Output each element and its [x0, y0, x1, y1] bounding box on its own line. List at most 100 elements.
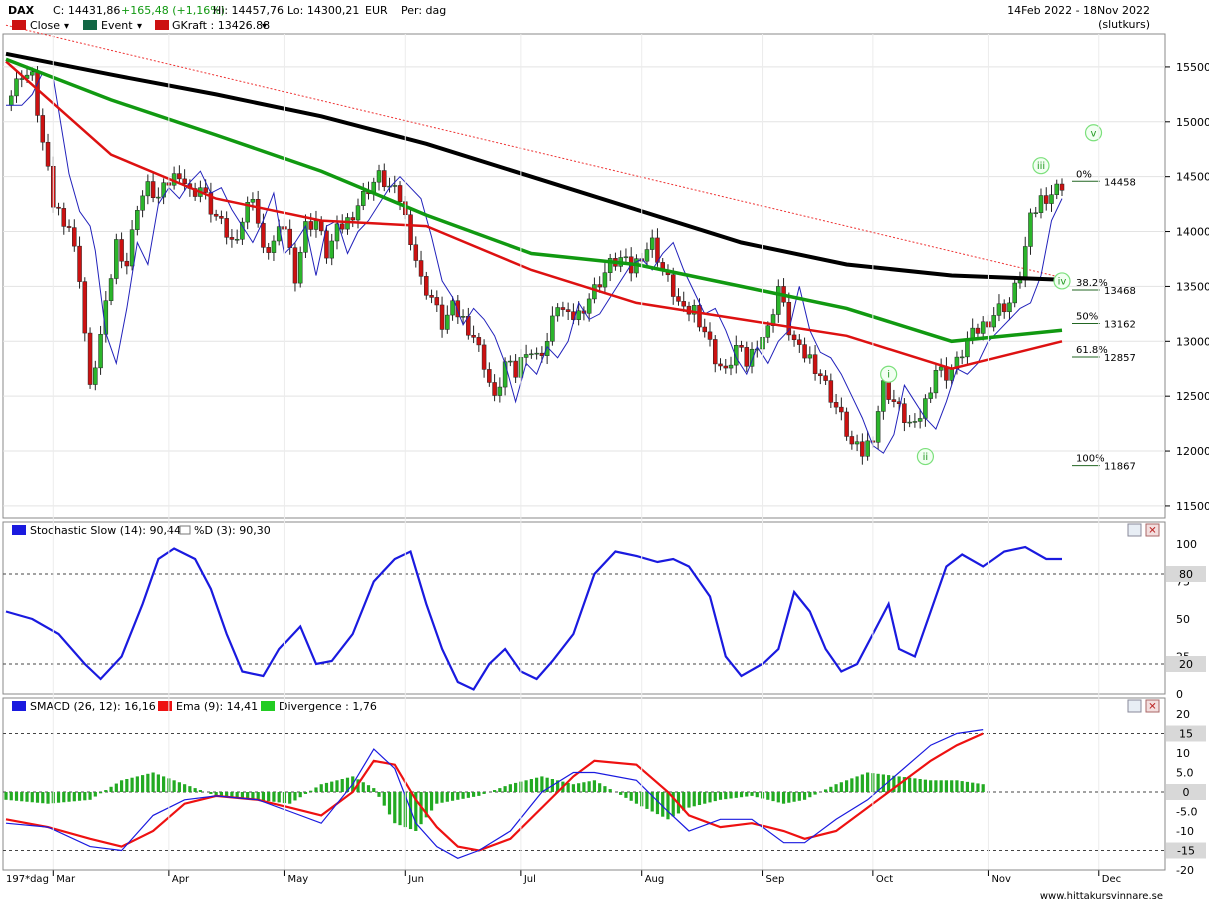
legend-event-dropdown-icon[interactable]: ▾ — [137, 21, 142, 32]
candle-body — [476, 337, 482, 346]
candle-body — [513, 360, 518, 378]
price-tick-label: 13000 — [1176, 335, 1209, 348]
macd-hist-bar — [981, 784, 985, 792]
price-content: 0% 14458 38.2%13468 50% 13162 61.8%12857 100%1… — [5, 24, 1136, 473]
price-y-axis: 11500 12000 12500 13000 13500 14000 14500 15000… — [1165, 61, 1209, 513]
candle-body — [1043, 195, 1049, 204]
candle-body — [98, 334, 103, 369]
legend-event: Event — [101, 19, 133, 32]
macd-hist-bar — [314, 787, 318, 792]
macd-hist-bar — [366, 785, 371, 792]
candle-body — [917, 418, 923, 422]
macd-hist-bar — [944, 780, 949, 792]
legend-gkraft-dropdown-icon[interactable]: ▾ — [262, 21, 267, 32]
candle-body — [550, 315, 555, 342]
candle-body — [765, 325, 771, 338]
fib-value: 14458 — [1104, 177, 1136, 188]
macd-level-box — [1166, 725, 1206, 742]
candle-body — [497, 386, 503, 396]
macd-hist-bar — [25, 792, 29, 802]
price-tick-label: 11500 — [1176, 500, 1209, 513]
macd-hist-bar — [393, 792, 397, 824]
macd-hist-bar — [566, 782, 570, 792]
macd-hist-bar — [303, 792, 308, 794]
wave-label: iv — [1058, 276, 1067, 287]
candle-body — [292, 247, 298, 284]
wave-circle — [1084, 124, 1103, 142]
macd-hist-bar — [98, 792, 103, 794]
macd-tick-label: -5.0 — [1176, 806, 1197, 819]
macd-hist-bar — [771, 792, 775, 802]
candle-body — [718, 363, 723, 367]
candle-body — [681, 301, 686, 307]
fib-value: 12857 — [1104, 353, 1136, 364]
ma100-line — [5, 57, 1063, 344]
candle-body — [150, 181, 156, 198]
stoch-level-label: 20 — [1179, 658, 1193, 671]
macd-hist-bar — [30, 792, 34, 803]
macd-hist-bar — [340, 779, 344, 792]
candle-body — [1054, 183, 1059, 195]
candle-body — [361, 191, 366, 206]
macd-hist-bar — [46, 792, 50, 804]
macd-hist-bar — [119, 780, 124, 792]
month-label: May — [287, 874, 308, 885]
macd-hist-bar — [708, 792, 712, 803]
candle-body — [481, 344, 487, 370]
macd-hist-bar — [655, 792, 660, 815]
candle-body — [607, 258, 613, 273]
candle-body — [723, 365, 729, 369]
macd-hist-bar — [41, 792, 45, 804]
legend-close-dropdown-icon[interactable]: ▾ — [64, 21, 69, 32]
candle-body — [413, 244, 419, 261]
candle-body — [429, 295, 434, 298]
macd-close-icon[interactable] — [1145, 699, 1160, 713]
macd-hist-bar — [939, 780, 943, 792]
candle-body — [523, 354, 529, 358]
macd-tick-label: -10 — [1176, 825, 1194, 838]
x-axis: Mar Apr May Jun Jul Aug Sep Oct Nov Dec — [3, 34, 1165, 885]
macd-tick-label: -20 — [1176, 864, 1194, 877]
candle-body — [597, 284, 602, 288]
fib-pct: 38.2% — [1076, 278, 1108, 289]
candle-body — [72, 227, 77, 247]
macd-hist-bar — [9, 792, 13, 801]
macd-hist-bar — [776, 792, 780, 803]
macd-hist-bar — [209, 792, 213, 794]
macd-tick-label: 5.0 — [1176, 767, 1194, 780]
macd-hist-bar — [645, 792, 649, 809]
stoch-settings-icon[interactable] — [1127, 523, 1142, 537]
macd-hist-bar — [592, 780, 597, 792]
macd-hist-bar — [14, 792, 19, 801]
macd-hist-bar — [823, 789, 828, 792]
macd-settings-icon[interactable] — [1127, 699, 1142, 713]
macd-hist-bar — [67, 792, 71, 802]
candle-body — [1028, 212, 1033, 247]
month-label: Apr — [172, 874, 190, 885]
candle-body — [424, 276, 429, 296]
legend-close: Close — [30, 19, 60, 32]
macd-level-box — [1166, 784, 1206, 800]
stoch-close-icon[interactable] — [1145, 523, 1160, 537]
macd-hist-bar — [766, 792, 770, 800]
candle-body — [728, 364, 734, 369]
price-tick-label: 15000 — [1176, 116, 1209, 129]
candle-body — [308, 221, 313, 230]
date-range: 14Feb 2022 - 18Nov 2022 — [1007, 4, 1150, 17]
candle-body — [928, 392, 933, 399]
high-value: Hi: 14457,76 — [213, 4, 284, 17]
macd-legend-swatch — [12, 701, 26, 711]
macd-hist-bar — [387, 792, 392, 815]
candle-body — [103, 300, 109, 335]
stochastic-panel — [2, 521, 1166, 695]
macd-hist-bar — [697, 792, 702, 805]
macd-hist-bar — [955, 780, 959, 792]
macd-hist-bar — [508, 784, 512, 792]
macd-hist-bar — [188, 786, 192, 792]
macd-hist-bar — [156, 774, 160, 792]
candle-body — [266, 247, 271, 253]
candle-body — [776, 286, 781, 315]
candle-body — [418, 260, 424, 277]
macd-hist-bar — [298, 792, 302, 798]
price-tick-label: 13500 — [1176, 280, 1209, 293]
